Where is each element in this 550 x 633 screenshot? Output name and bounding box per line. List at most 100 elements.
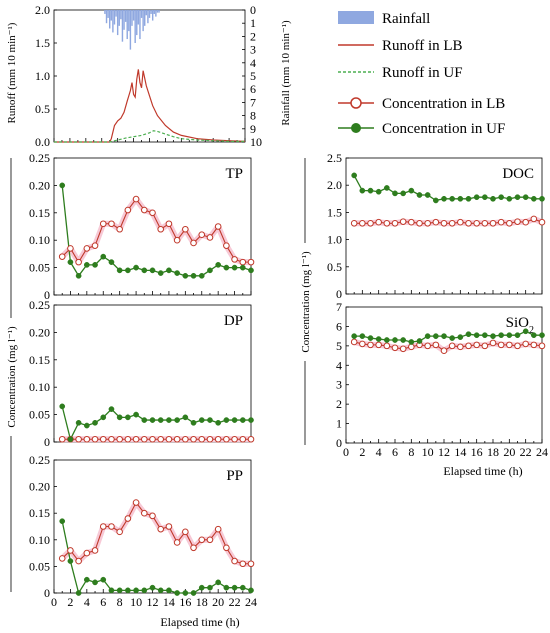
rainfall-bar xyxy=(112,10,114,33)
PP-uf-point xyxy=(239,584,246,591)
SiO2-uf-point xyxy=(441,333,447,339)
DOC-lb-point xyxy=(375,218,382,226)
DOC-lb-point xyxy=(538,218,546,226)
chart-TP: 0 0.05 0.10 0.15 0.20 0.25 TP xyxy=(29,151,255,302)
SiO2-uf-point xyxy=(530,332,537,339)
DOC-ytick-label: 2.0 xyxy=(327,178,342,192)
TP-uf-point xyxy=(207,267,213,274)
rain-ytick-label: 5 xyxy=(250,69,256,83)
DOC-uf-point xyxy=(432,197,439,204)
rainfall-bar xyxy=(105,10,108,24)
TP-lb-point xyxy=(99,220,107,228)
DP-uf-point xyxy=(182,414,189,421)
DOC-lb-point xyxy=(473,219,480,227)
DP-uf-point xyxy=(198,417,205,423)
SiO2-uf-point xyxy=(473,332,480,339)
rain-ytick-label: 4 xyxy=(250,56,256,70)
TP-lb-point xyxy=(132,195,140,203)
SiO2-xtick-label: 24 xyxy=(536,445,548,459)
DP-uf-point xyxy=(133,411,139,418)
rainfall-bar xyxy=(155,10,157,17)
SiO2-xtick-label: 0 xyxy=(343,445,349,459)
PP-xtick-label: 12 xyxy=(147,595,159,609)
TP-uf-point xyxy=(182,272,189,279)
TP-lb-point xyxy=(190,239,197,247)
SiO2-lb-point xyxy=(375,341,382,349)
PP-uf-line xyxy=(61,521,252,595)
legend-runoff-uf-label: Runoff in UF xyxy=(382,65,463,81)
DOC-lb-point xyxy=(497,218,505,226)
DOC-uf-point xyxy=(424,192,431,198)
DOC-lb-point xyxy=(522,218,529,226)
DP-lb-point xyxy=(165,435,173,443)
PP-uf-point xyxy=(166,587,172,594)
PP-xtick-label: 6 xyxy=(100,595,106,609)
DOC-ytick-label: 0 xyxy=(336,287,342,301)
SiO2-lb-point xyxy=(465,342,472,350)
TP-uf-point xyxy=(198,272,205,279)
DP-uf-point xyxy=(248,417,254,423)
PP-xtick-label: 18 xyxy=(196,595,208,609)
SiO2-xtick-label: 18 xyxy=(487,445,499,459)
DP-ytick-label: 0.25 xyxy=(29,298,50,312)
PP-uf-point xyxy=(223,584,230,591)
TP-uf-point xyxy=(157,270,164,276)
SiO2-uf-point xyxy=(367,335,374,341)
TP-lb-point xyxy=(149,209,156,217)
rainfall-bar xyxy=(120,10,122,20)
DP-uf-point xyxy=(207,417,213,423)
PP-ytick-label: 0.15 xyxy=(29,506,50,520)
rainfall-axis-title: Rainfall (mm 10 min⁻¹) xyxy=(280,20,292,126)
TP-lb-point xyxy=(198,231,206,239)
SiO2-lb-point xyxy=(530,341,538,349)
DP-lb-point xyxy=(182,435,189,443)
DOC-uf-point xyxy=(530,195,537,202)
SiO2-lb-point xyxy=(359,340,366,348)
hydrograph-frame xyxy=(53,9,246,143)
TP-lb-point xyxy=(58,253,66,260)
DOC-lb-point xyxy=(432,218,440,226)
DP-ytick-label: 0.10 xyxy=(29,380,50,394)
PP-uf-point xyxy=(133,587,139,594)
DOC-lb-point xyxy=(399,218,407,225)
DP-ytick-label: 0.05 xyxy=(29,408,50,422)
DOC-uf-point xyxy=(441,195,447,202)
SiO2-uf-point xyxy=(490,333,496,339)
legend-rainfall-label: Rainfall xyxy=(382,11,430,27)
legend-rainfall-swatch xyxy=(338,11,374,24)
DOC-uf-point xyxy=(481,194,488,201)
TP-uf-point xyxy=(166,267,172,274)
TP-ytick-label: 0.20 xyxy=(29,178,50,192)
TP-uf-point xyxy=(215,262,222,268)
rainfall-bar xyxy=(147,10,149,24)
rainfall-bar xyxy=(124,10,127,22)
rainfall-bar xyxy=(115,10,117,17)
DP-uf-point xyxy=(92,419,98,426)
rainfall-bar xyxy=(132,10,135,21)
DP-uf-point xyxy=(157,417,164,423)
chart-PP: 00.050.100.150.200.250 2 4 6 8 10 12 14 16 18 20 22… xyxy=(29,453,257,609)
rainfall-bar xyxy=(126,10,128,40)
rainfall-bar xyxy=(121,10,124,42)
PP-lb-point xyxy=(124,515,132,522)
SiO2-uf-point xyxy=(522,328,529,335)
SiO2-lb-point xyxy=(473,341,480,349)
TP-uf-point xyxy=(108,259,115,265)
PP-ytick-label: 0 xyxy=(44,586,50,600)
DOC-lb-point xyxy=(481,219,489,227)
DP-lb-point xyxy=(83,435,91,443)
TP-lb-point xyxy=(247,258,255,266)
SiO2-uf-point xyxy=(465,331,472,338)
rain-ytick-label: 3 xyxy=(250,43,256,57)
PP-frame xyxy=(53,459,252,594)
PP-uf-point xyxy=(75,590,82,596)
PP-xtick-label: 16 xyxy=(179,595,191,609)
DOC-ytick-label: 0.5 xyxy=(327,260,342,274)
rainfall-bar xyxy=(156,10,159,13)
DOC-lb-point xyxy=(465,219,472,227)
PP-uf-point xyxy=(59,518,66,525)
PP-xtick-label: 10 xyxy=(130,595,142,609)
DP-uf-point xyxy=(83,422,90,429)
